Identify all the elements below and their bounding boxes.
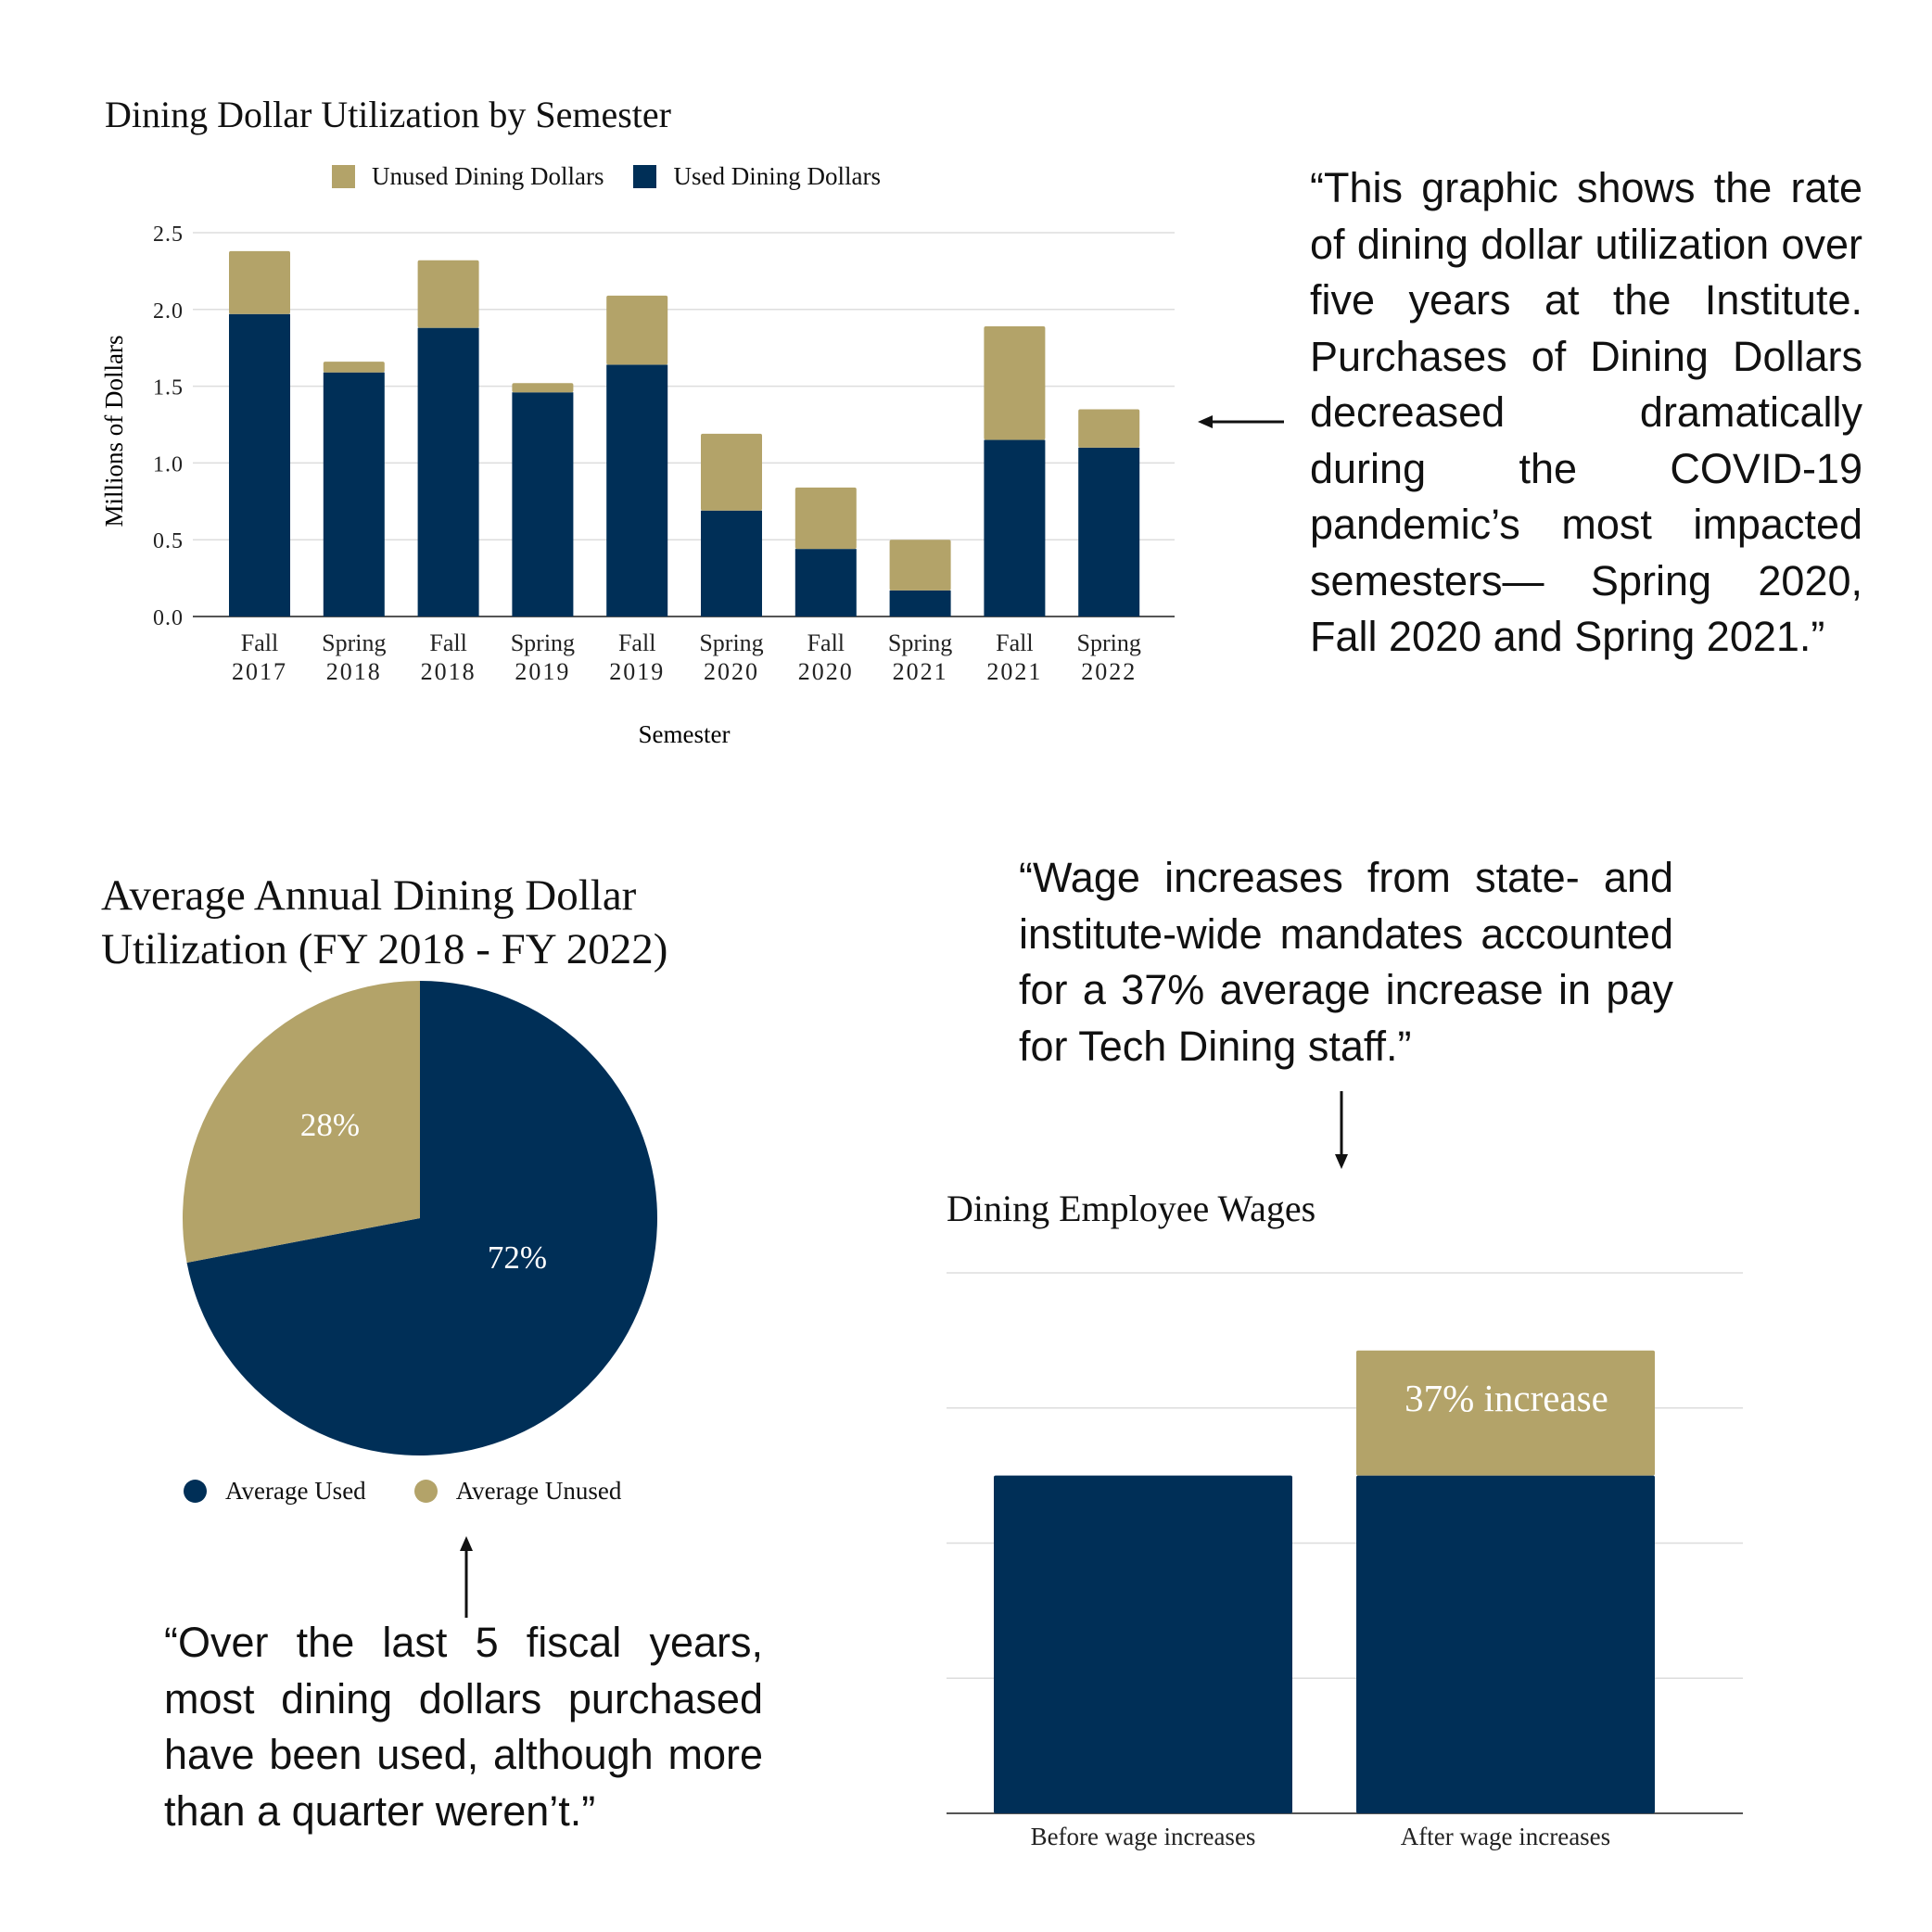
wage-chart-bars [994,1351,1655,1813]
wage-chart-x-labels: Before wage increases After wage increase… [1031,1823,1611,1850]
wage-bar-base [1356,1476,1655,1813]
wage-x-label: Before wage increases [1031,1823,1256,1850]
wage-bar-base [994,1476,1292,1813]
wage-increase-annotation: 37% increase [1405,1377,1608,1419]
wage-x-label: After wage increases [1401,1823,1610,1850]
